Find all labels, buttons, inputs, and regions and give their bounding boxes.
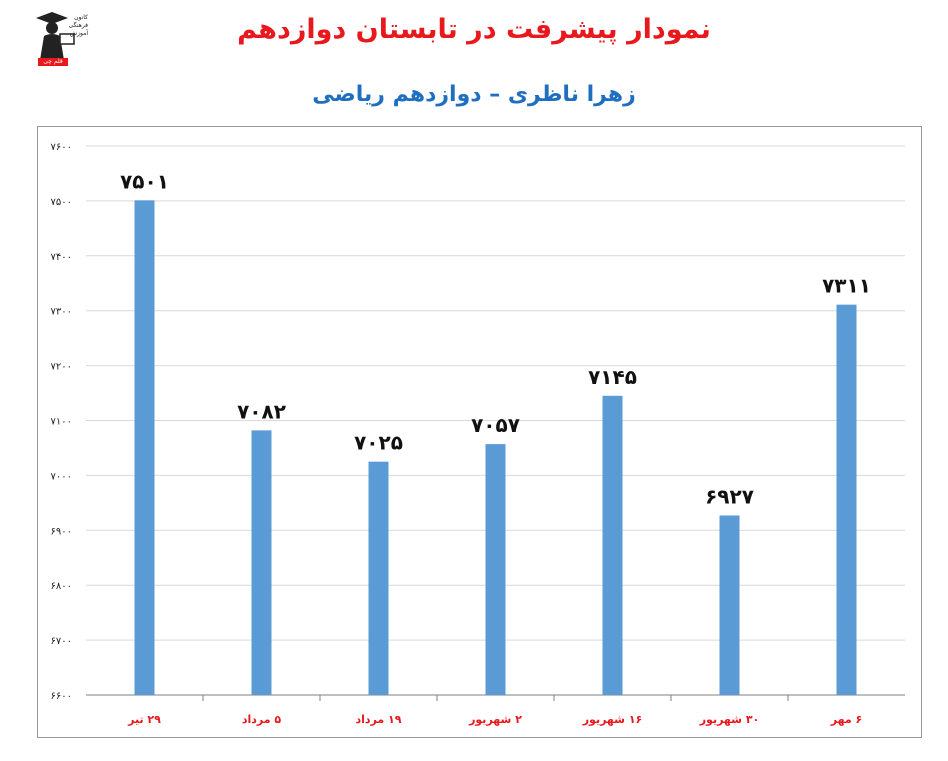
y-tick-label: ۶۸۰۰: [51, 581, 72, 592]
x-category-label: ۲۹ تیر: [127, 713, 161, 726]
bar: [368, 461, 389, 695]
bar: [602, 395, 623, 695]
x-category-label: ۲ شهریور: [468, 713, 522, 726]
y-tick-label: ۷۴۰۰: [51, 252, 72, 263]
data-label: ۷۱۴۵: [588, 365, 637, 389]
y-tick-label: ۷۰۰۰: [51, 471, 72, 482]
y-tick-label: ۶۷۰۰: [51, 636, 72, 647]
chart-frame: [37, 126, 922, 738]
y-tick-label: ۶۹۰۰: [51, 526, 72, 537]
bar: [485, 444, 506, 695]
x-category-label: ۱۹ مرداد: [356, 713, 402, 726]
x-category-label: ۵ مرداد: [242, 713, 282, 726]
logo-text: کانون فرهنگی آموزش: [68, 14, 88, 37]
data-label: ۷۳۱۱: [822, 274, 871, 298]
y-tick-label: ۷۱۰۰: [51, 417, 72, 428]
x-category-label: ۱۶ شهریور: [582, 713, 643, 726]
bar: [836, 304, 857, 695]
bar: [251, 430, 272, 695]
y-axis-ticks: ۶۶۰۰ ۶۷۰۰ ۶۸۰۰ ۶۹۰۰ ۷۰۰۰ ۷۱۰۰ ۷۲۰۰ ۷۳۰۰ ۷۴۰۰ ۷۵۰۰…: [51, 142, 72, 702]
x-category-label: ۶ مهر: [830, 713, 862, 726]
bar: [134, 200, 155, 695]
page-title: نمودار پیشرفت در تابستان دوازدهم: [237, 14, 711, 45]
y-tick-label: ۷۵۰۰: [51, 197, 72, 208]
logo-badge: قلم چی: [38, 58, 68, 66]
bar: [719, 515, 740, 695]
y-tick-label: ۷۲۰۰: [51, 362, 72, 373]
data-label: ۷۰۲۵: [354, 431, 403, 455]
data-label: ۷۰۸۲: [237, 399, 286, 423]
y-tick-label: ۷۳۰۰: [51, 307, 72, 318]
graduate-figure-icon: [36, 12, 75, 60]
data-label: ۷۵۰۱: [120, 169, 169, 193]
x-axis-categories: ۲۹ تیر ۵ مرداد ۱۹ مرداد ۲ شهریور ۱۶ شهریور ۳۰…: [127, 713, 862, 726]
x-category-label: ۳۰ شهریور: [699, 713, 760, 726]
page-subtitle: زهرا ناظری – دوازدهم ریاضی: [312, 82, 636, 107]
bars: [134, 200, 857, 695]
data-labels: ۷۵۰۱ ۷۰۸۲ ۷۰۲۵ ۷۰۵۷ ۷۱۴۵ ۶۹۲۷ ۷۳۱۱: [120, 169, 871, 508]
data-label: ۶۹۲۷: [705, 484, 754, 508]
y-tick-label: ۷۶۰۰: [51, 142, 72, 153]
data-label: ۷۰۵۷: [471, 413, 520, 437]
y-tick-label: ۶۶۰۰: [51, 691, 72, 702]
